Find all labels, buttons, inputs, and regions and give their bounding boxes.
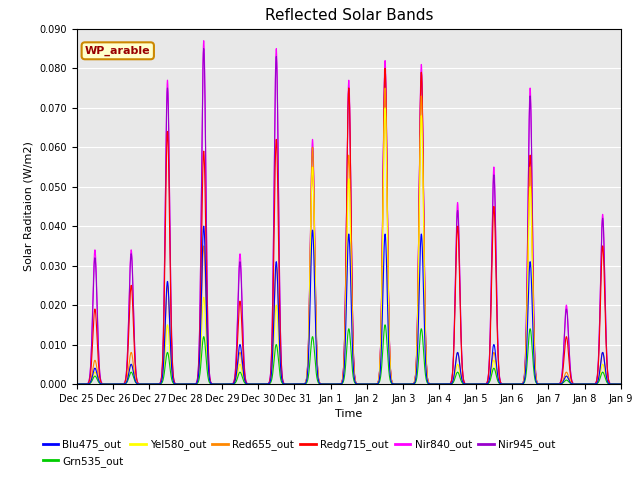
Line: Nir840_out: Nir840_out (77, 41, 621, 384)
Blu475_out (617, 381, 625, 387)
Line: Nir945_out: Nir945_out (77, 48, 621, 384)
Yel580_out (381, 105, 389, 111)
Line: Blu475_out: Blu475_out (77, 226, 621, 384)
Yel580_out (73, 381, 81, 387)
Blu475_out (616, 381, 624, 387)
Nir840_out (441, 381, 449, 387)
Grn535_out (502, 381, 509, 387)
Blu475_out (502, 381, 509, 387)
Nir840_out (171, 380, 179, 385)
Blu475_out (441, 381, 449, 387)
Legend: Blu475_out, Grn535_out, Yel580_out, Red655_out, Redg715_out, Nir840_out, Nir945_: Blu475_out, Grn535_out, Yel580_out, Red6… (38, 435, 559, 471)
Nir945_out (617, 381, 625, 387)
Blu475_out (200, 223, 207, 229)
Redg715_out (616, 381, 624, 387)
Nir840_out (502, 381, 509, 387)
Nir945_out (73, 381, 81, 387)
Blu475_out (73, 381, 81, 387)
Nir840_out (73, 381, 81, 387)
Nir840_out (617, 381, 625, 387)
Red655_out (441, 381, 449, 387)
Red655_out (471, 381, 479, 387)
Grn535_out (617, 381, 625, 387)
Grn535_out (441, 381, 449, 387)
Redg715_out (441, 381, 449, 387)
Redg715_out (381, 65, 389, 71)
Redg715_out (502, 381, 509, 387)
Red655_out (381, 85, 389, 91)
Line: Red655_out: Red655_out (77, 88, 621, 384)
Nir945_out (502, 381, 509, 387)
Line: Grn535_out: Grn535_out (77, 325, 621, 384)
Grn535_out (73, 381, 81, 387)
Nir840_out (329, 381, 337, 387)
Red655_out (328, 381, 336, 387)
Redg715_out (171, 380, 179, 385)
Nir945_out (471, 381, 479, 387)
Yel580_out (471, 381, 479, 387)
Grn535_out (471, 381, 479, 387)
Red655_out (73, 381, 81, 387)
Nir840_out (616, 381, 624, 387)
Red655_out (502, 381, 509, 387)
Grn535_out (328, 381, 336, 387)
Red655_out (617, 381, 625, 387)
Blu475_out (171, 381, 179, 386)
Title: Reflected Solar Bands: Reflected Solar Bands (264, 9, 433, 24)
Nir840_out (471, 381, 479, 387)
Yel580_out (171, 381, 179, 386)
Yel580_out (328, 381, 336, 387)
Text: WP_arable: WP_arable (85, 46, 150, 56)
Blu475_out (329, 381, 337, 387)
Y-axis label: Solar Raditaion (W/m2): Solar Raditaion (W/m2) (24, 142, 34, 271)
Grn535_out (171, 381, 179, 387)
Yel580_out (502, 381, 509, 387)
Redg715_out (73, 381, 81, 387)
Line: Yel580_out: Yel580_out (77, 108, 621, 384)
X-axis label: Time: Time (335, 409, 362, 419)
Line: Redg715_out: Redg715_out (77, 68, 621, 384)
Nir945_out (171, 380, 179, 385)
Redg715_out (328, 381, 336, 387)
Yel580_out (616, 381, 624, 387)
Blu475_out (471, 381, 479, 387)
Nir945_out (200, 46, 207, 51)
Yel580_out (617, 381, 625, 387)
Nir945_out (616, 381, 624, 387)
Yel580_out (441, 381, 449, 387)
Nir945_out (441, 381, 449, 387)
Nir945_out (329, 381, 337, 387)
Grn535_out (381, 322, 389, 328)
Red655_out (171, 381, 179, 386)
Redg715_out (617, 381, 625, 387)
Nir840_out (200, 38, 207, 44)
Red655_out (616, 381, 624, 387)
Grn535_out (616, 381, 624, 387)
Redg715_out (471, 381, 479, 387)
